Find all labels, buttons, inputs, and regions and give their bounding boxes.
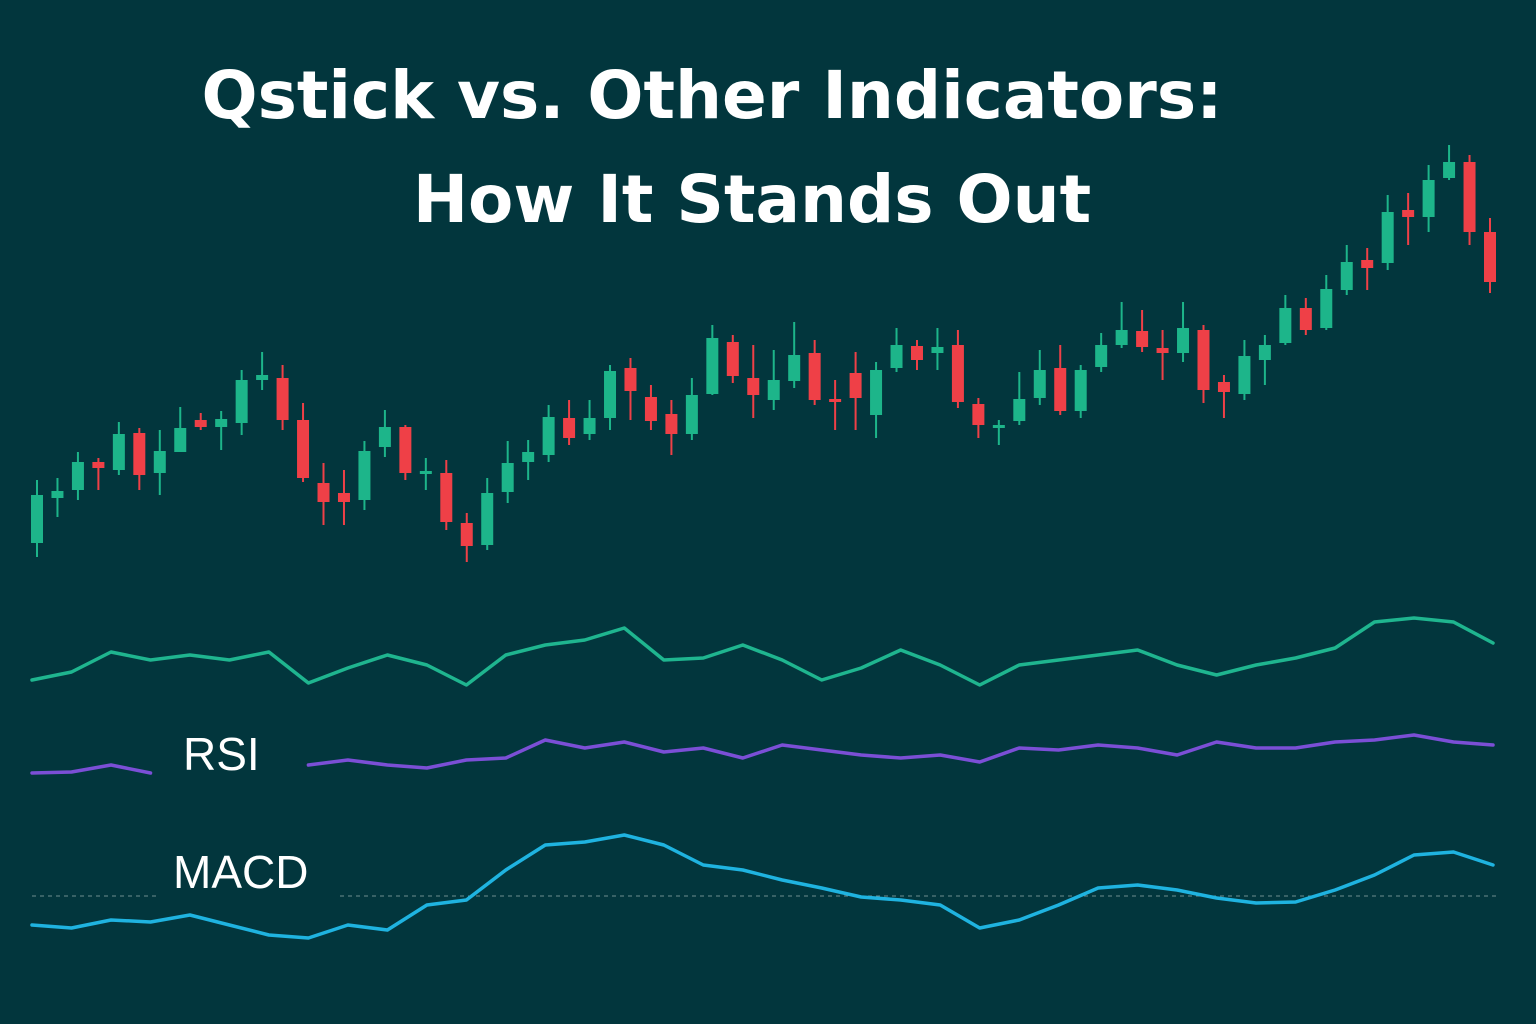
candle-body <box>31 495 43 543</box>
candle-body <box>604 371 617 418</box>
candle-body <box>358 451 371 500</box>
candle-body <box>849 373 862 398</box>
candle-body <box>501 463 514 492</box>
candle-body <box>542 417 555 455</box>
candle-body <box>1238 356 1251 394</box>
chart-title: How It Stands Out <box>413 161 1091 238</box>
candle-body <box>1484 232 1496 282</box>
candle-body <box>1381 212 1394 263</box>
candle-body <box>992 425 1005 428</box>
candle-body <box>419 471 432 474</box>
candle-body <box>51 491 64 498</box>
candle-body <box>1299 308 1312 330</box>
candle-body <box>92 462 105 468</box>
candle-body <box>1402 210 1415 217</box>
candle-body <box>583 418 596 434</box>
candle-body <box>685 395 698 434</box>
candle-body <box>71 462 84 490</box>
candle-body <box>706 338 719 394</box>
indicator-line <box>30 833 1495 940</box>
candle-body <box>1156 348 1169 353</box>
candle-body <box>194 420 207 427</box>
candle-body <box>1074 370 1087 411</box>
candle-body <box>624 368 637 391</box>
candle-body <box>1033 370 1046 398</box>
candle-body <box>481 493 494 545</box>
indicator-label: MACD <box>173 846 308 898</box>
candle-body <box>788 355 801 381</box>
candle-body <box>256 375 269 380</box>
candle-body <box>378 427 391 447</box>
candle-body <box>337 493 350 502</box>
candle-body <box>174 428 187 452</box>
candle-body <box>951 345 964 402</box>
indicator-line <box>30 616 1495 687</box>
candle-body <box>440 473 453 522</box>
candle-body <box>972 404 985 425</box>
candle-body <box>1422 180 1435 217</box>
candle-body <box>133 433 146 475</box>
candle-body <box>317 483 330 502</box>
candle-body <box>829 399 842 402</box>
candle-body <box>1054 368 1067 411</box>
candle-body <box>1197 330 1210 390</box>
chart-title: Qstick vs. Other Indicators: <box>201 57 1222 134</box>
candle-body <box>1258 345 1271 360</box>
candle-body <box>644 397 657 421</box>
candle-body <box>522 452 535 462</box>
candle-body <box>747 378 760 395</box>
candle-body <box>563 418 576 438</box>
candle-body <box>460 523 473 546</box>
candle-body <box>1443 162 1456 178</box>
candle-body <box>1279 308 1292 343</box>
candle-body <box>112 434 125 470</box>
candle-body <box>1136 331 1149 347</box>
candle-body <box>1320 289 1333 328</box>
candle-body <box>1115 330 1128 345</box>
candle-body <box>726 342 739 376</box>
candle-body <box>215 419 228 427</box>
candle-body <box>153 451 166 473</box>
candle-body <box>297 420 310 478</box>
indicator-line <box>30 733 1495 775</box>
candle-body <box>1217 382 1230 392</box>
candle-body <box>399 427 412 473</box>
candle-body <box>808 353 821 400</box>
candle-body <box>1361 260 1374 268</box>
candle-body <box>1095 345 1108 367</box>
candle-body <box>1013 399 1026 421</box>
candle-body <box>767 380 780 400</box>
candle-body <box>870 370 883 415</box>
candle-body <box>1463 162 1476 232</box>
candle-body <box>931 347 944 353</box>
candle-body <box>665 414 678 434</box>
candle-body <box>276 378 289 420</box>
candle-body <box>910 346 923 360</box>
candle-body <box>1340 262 1353 290</box>
indicator-label: RSI <box>183 728 260 780</box>
candle-body <box>890 345 903 368</box>
candle-body <box>1177 328 1190 353</box>
candle-body <box>235 380 248 423</box>
